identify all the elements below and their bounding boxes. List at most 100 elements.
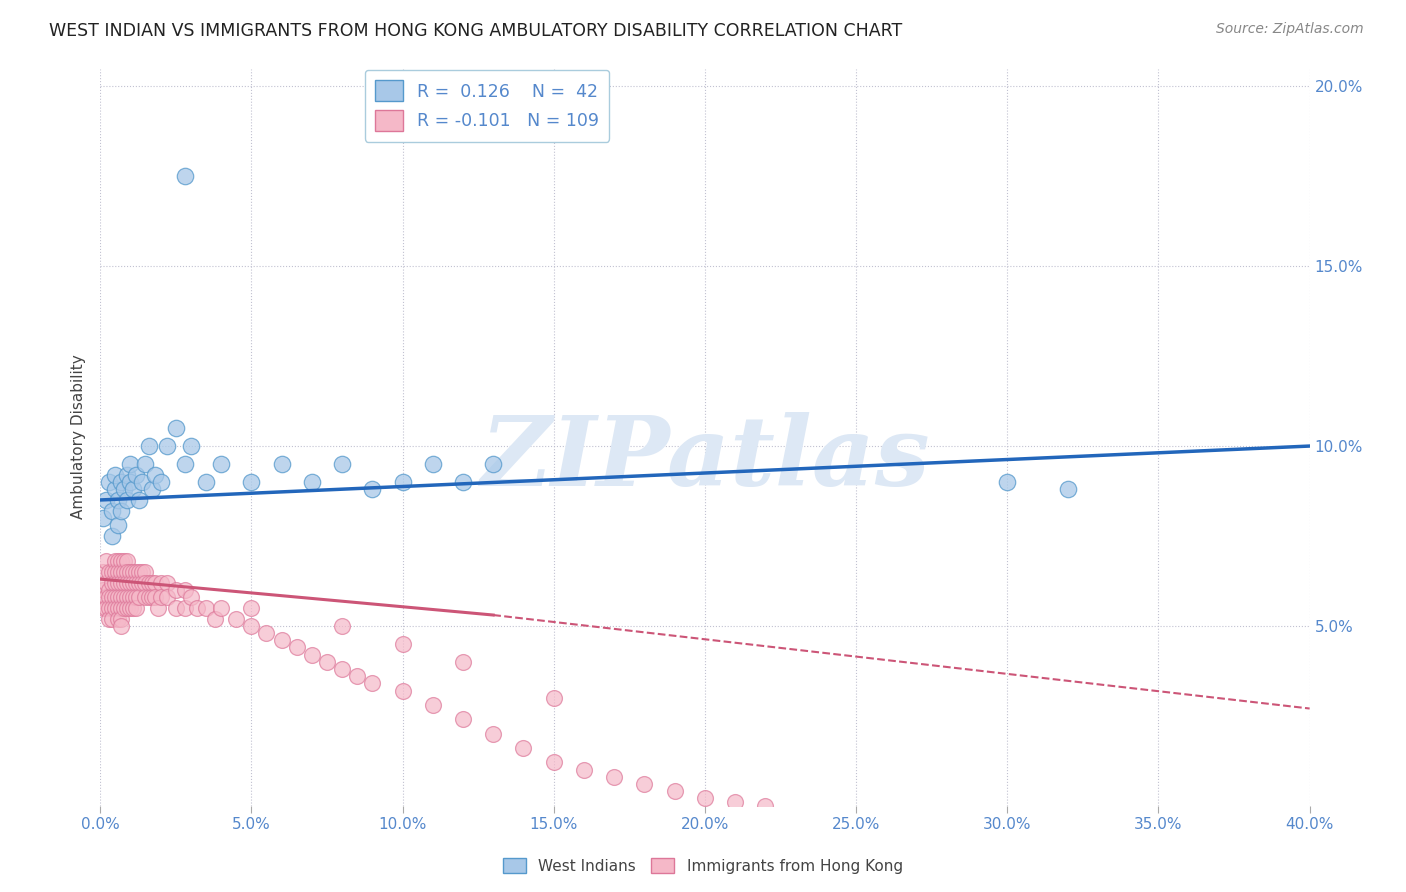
Point [125, 590, 148, 604]
Point [131, 565, 153, 579]
Point [107, 554, 129, 568]
Text: WEST INDIAN VS IMMIGRANTS FROM HONG KONG AMBULATORY DISABILITY CORRELATION CHART: WEST INDIAN VS IMMIGRANTS FROM HONG KONG… [49, 22, 903, 40]
Point [120, 457, 142, 471]
Point [194, 600, 217, 615]
Point [603, 770, 626, 784]
Point [117, 590, 139, 604]
Point [112, 575, 135, 590]
Point [110, 619, 132, 633]
Point [96, 575, 118, 590]
Point [391, 683, 413, 698]
Point [125, 600, 148, 615]
Point [120, 600, 142, 615]
Point [143, 467, 166, 482]
Point [270, 457, 292, 471]
Point [330, 619, 353, 633]
Legend: West Indians, Immigrants from Hong Kong: West Indians, Immigrants from Hong Kong [498, 852, 908, 880]
Point [156, 590, 179, 604]
Point [98, 582, 121, 597]
Point [96, 554, 118, 568]
Point [107, 612, 129, 626]
Point [96, 590, 118, 604]
Point [122, 565, 145, 579]
Point [173, 600, 195, 615]
Point [101, 529, 124, 543]
Point [512, 741, 534, 756]
Point [110, 554, 132, 568]
Point [98, 565, 121, 579]
Point [346, 669, 368, 683]
Text: ZIPatlas: ZIPatlas [479, 412, 929, 506]
Point [330, 662, 353, 676]
Point [101, 600, 124, 615]
Point [134, 590, 156, 604]
Point [543, 690, 565, 705]
Point [256, 626, 278, 640]
Point [96, 493, 118, 508]
Point [101, 612, 124, 626]
Point [165, 421, 187, 435]
Point [141, 482, 163, 496]
Point [117, 600, 139, 615]
Point [107, 518, 129, 533]
Text: Source: ZipAtlas.com: Source: ZipAtlas.com [1216, 22, 1364, 37]
Point [270, 633, 292, 648]
Point [225, 612, 247, 626]
Point [209, 600, 232, 615]
Point [134, 565, 156, 579]
Point [204, 612, 226, 626]
Point [173, 169, 195, 184]
Point [117, 554, 139, 568]
Point [165, 582, 187, 597]
Point [845, 816, 868, 830]
Point [104, 482, 127, 496]
Point [128, 565, 150, 579]
Point [107, 493, 129, 508]
Point [120, 575, 142, 590]
Point [664, 784, 686, 798]
Point [91, 511, 114, 525]
Point [110, 475, 132, 489]
Point [131, 575, 153, 590]
Point [91, 565, 114, 579]
Point [422, 457, 444, 471]
Point [391, 637, 413, 651]
Point [149, 590, 172, 604]
Point [117, 575, 139, 590]
Point [122, 575, 145, 590]
Point [285, 640, 308, 655]
Point [125, 565, 148, 579]
Point [117, 467, 139, 482]
Point [361, 482, 384, 496]
Point [107, 565, 129, 579]
Point [693, 791, 716, 805]
Point [482, 727, 505, 741]
Point [101, 590, 124, 604]
Point [110, 600, 132, 615]
Point [138, 590, 160, 604]
Y-axis label: Ambulatory Disability: Ambulatory Disability [72, 355, 86, 519]
Point [120, 590, 142, 604]
Point [112, 590, 135, 604]
Point [101, 575, 124, 590]
Point [110, 612, 132, 626]
Point [143, 590, 166, 604]
Point [98, 600, 121, 615]
Point [422, 698, 444, 712]
Point [240, 619, 263, 633]
Point [91, 600, 114, 615]
Point [107, 600, 129, 615]
Point [122, 600, 145, 615]
Point [149, 575, 172, 590]
Point [180, 590, 202, 604]
Point [122, 482, 145, 496]
Point [117, 493, 139, 508]
Point [117, 565, 139, 579]
Point [165, 600, 187, 615]
Point [156, 575, 179, 590]
Point [995, 475, 1018, 489]
Point [98, 612, 121, 626]
Point [110, 565, 132, 579]
Point [186, 600, 208, 615]
Point [451, 712, 474, 726]
